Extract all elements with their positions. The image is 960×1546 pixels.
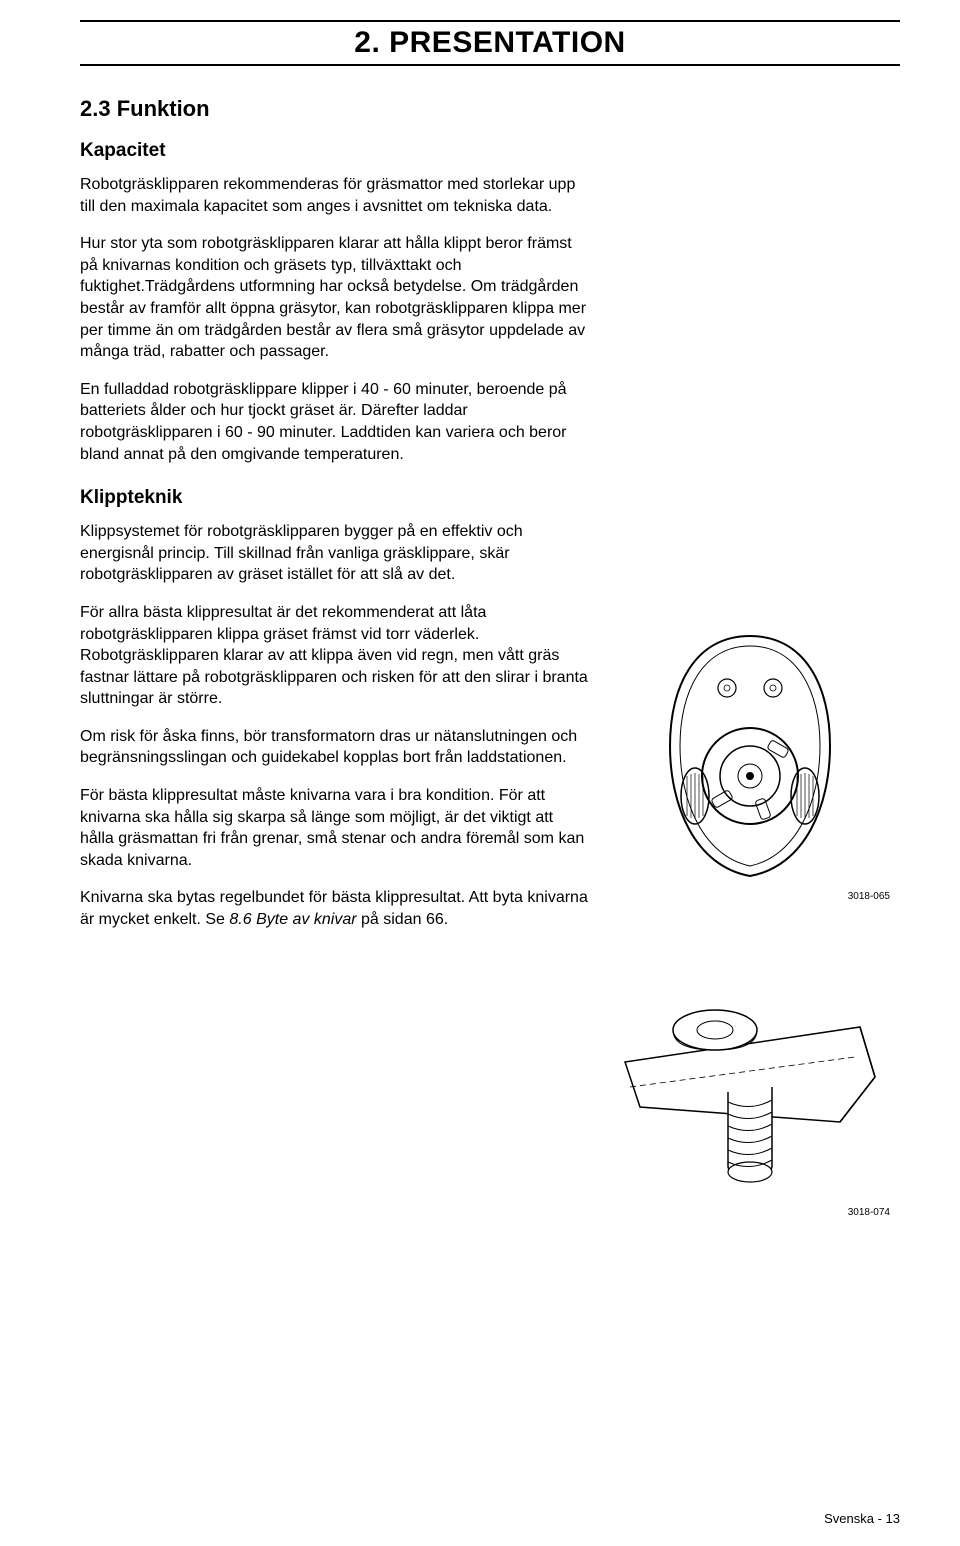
figure-mower-underside: 3018-065 <box>610 626 890 902</box>
title-bar: 2. PRESENTATION <box>80 20 900 66</box>
section-heading: 2.3 Funktion <box>80 96 590 122</box>
figure2-caption: 3018-074 <box>610 1207 890 1218</box>
page-title: 2. PRESENTATION <box>80 26 900 60</box>
klippteknik-p5: Knivarna ska bytas regelbundet för bästa… <box>80 887 590 930</box>
klippteknik-p5c: på sidan 66. <box>357 911 449 928</box>
klippteknik-p1: Klippsystemet för robotgräsklipparen byg… <box>80 521 590 586</box>
figure-blade-screw: 3018-074 <box>610 972 890 1218</box>
page-footer: Svenska - 13 <box>824 1511 900 1526</box>
kapacitet-heading: Kapacitet <box>80 140 590 162</box>
kapacitet-p3: En fulladdad robotgräsklippare klipper i… <box>80 379 590 465</box>
kapacitet-p2: Hur stor yta som robotgräsklipparen klar… <box>80 233 590 363</box>
mower-underside-icon <box>635 626 865 886</box>
blade-screw-icon <box>620 972 880 1192</box>
klippteknik-p4: För bästa klippresultat måste knivarna v… <box>80 785 590 871</box>
content-area: 2.3 Funktion Kapacitet Robotgräsklippare… <box>80 96 900 1218</box>
figure-column: 3018-065 3018-074 <box>610 96 890 1218</box>
text-column: 2.3 Funktion Kapacitet Robotgräsklippare… <box>80 96 590 1218</box>
klippteknik-p3: Om risk för åska finns, bör transformato… <box>80 726 590 769</box>
kapacitet-p1: Robotgräsklipparen rekommenderas för grä… <box>80 174 590 217</box>
klippteknik-p5b: 8.6 Byte av knivar <box>229 911 356 928</box>
klippteknik-heading: Klippteknik <box>80 487 590 509</box>
figure1-caption: 3018-065 <box>610 891 890 902</box>
klippteknik-p2: För allra bästa klippresultat är det rek… <box>80 602 590 710</box>
